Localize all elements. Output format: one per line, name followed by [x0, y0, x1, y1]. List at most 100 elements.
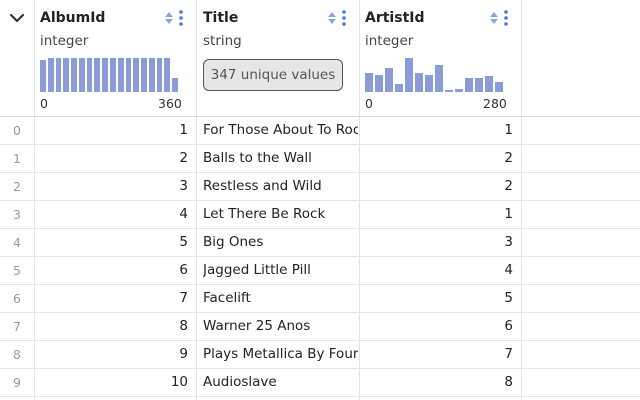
column-header-albumid[interactable]: AlbumId integer 0 360 [34, 0, 196, 116]
cell-artistid[interactable]: 7 [504, 346, 513, 362]
sort-icon[interactable] [327, 10, 337, 26]
cell-albumid[interactable]: 5 [179, 234, 188, 250]
cell-artistid[interactable]: 1 [504, 122, 513, 138]
histogram-bar [455, 88, 463, 92]
cell-artistid[interactable]: 2 [504, 150, 513, 166]
table-row[interactable]: 2 3 Restless and Wild 2 [0, 173, 640, 201]
table-row[interactable]: 5 6 Jagged Little Pill 4 [0, 257, 640, 285]
cell-albumid[interactable]: 7 [179, 290, 188, 306]
histogram-bar [94, 58, 101, 92]
row-divider [0, 312, 640, 313]
row-index: 5 [13, 263, 21, 278]
histogram-bar [78, 58, 85, 92]
row-index: 3 [13, 207, 21, 222]
column-type: string [203, 33, 242, 49]
table-row[interactable]: 0 1 For Those About To Rock We Salute Yo… [0, 117, 640, 145]
row-divider [0, 228, 640, 229]
cell-artistid[interactable]: 1 [504, 206, 513, 222]
histogram-bar [125, 58, 132, 92]
sort-icon[interactable] [164, 10, 174, 26]
kebab-menu-icon[interactable] [178, 9, 184, 27]
cell-artistid[interactable]: 8 [504, 374, 513, 390]
histogram-bar [445, 89, 453, 92]
cell-title[interactable]: Facelift [203, 290, 251, 306]
histogram-bar [156, 58, 163, 92]
row-divider [0, 396, 640, 397]
table-row[interactable]: 8 9 Plays Metallica By Four Cellos 7 [0, 341, 640, 369]
cell-albumid[interactable]: 3 [179, 178, 188, 194]
cell-title[interactable]: Warner 25 Anos [203, 318, 311, 334]
kebab-menu-icon[interactable] [341, 9, 347, 27]
cell-title[interactable]: Restless and Wild [203, 178, 322, 194]
histogram [40, 58, 180, 92]
column-name: AlbumId [40, 10, 106, 26]
column-header-title[interactable]: Title string 347 unique values [197, 0, 359, 116]
histogram-bar [102, 58, 108, 92]
cell-albumid[interactable]: 6 [179, 262, 188, 278]
table-row[interactable]: 9 10 Audioslave 8 [0, 369, 640, 397]
column-name: Title [203, 10, 239, 26]
cell-title[interactable]: Big Ones [203, 234, 264, 250]
cell-albumid[interactable]: 1 [179, 122, 188, 138]
histogram-min-label: 0 [40, 96, 48, 111]
table-row[interactable]: 7 8 Warner 25 Anos 6 [0, 313, 640, 341]
column-name: ArtistId [365, 10, 425, 26]
histogram [365, 58, 505, 92]
row-index: 4 [13, 235, 21, 250]
histogram-bar [425, 75, 433, 92]
histogram-max-label: 360 [158, 96, 182, 111]
cell-albumid[interactable]: 4 [179, 206, 188, 222]
cell-artistid[interactable]: 3 [504, 234, 513, 250]
cell-albumid[interactable]: 9 [179, 346, 188, 362]
cell-title[interactable]: For Those About To Rock We Salute You [203, 122, 358, 138]
histogram-bar [375, 75, 383, 92]
row-divider [0, 200, 640, 201]
row-index: 1 [13, 151, 21, 166]
cell-title[interactable]: Audioslave [203, 374, 277, 390]
cell-artistid[interactable]: 5 [504, 290, 513, 306]
row-index: 6 [13, 291, 21, 306]
histogram-max-label: 280 [483, 96, 507, 111]
histogram-bar [485, 75, 493, 92]
cell-albumid[interactable]: 8 [179, 318, 188, 334]
header-divider [0, 116, 640, 117]
histogram-bar [40, 59, 46, 92]
unique-values-button[interactable]: 347 unique values [203, 59, 343, 91]
table-row[interactable]: 3 4 Let There Be Rock 1 [0, 201, 640, 229]
histogram-bar [71, 58, 77, 92]
kebab-menu-icon[interactable] [503, 9, 509, 27]
row-divider [0, 256, 640, 257]
table-row[interactable]: 1 2 Balls to the Wall 2 [0, 145, 640, 173]
row-divider [0, 172, 640, 173]
histogram-min-label: 0 [365, 96, 373, 111]
histogram-bar [172, 78, 178, 92]
cell-artistid[interactable]: 2 [504, 178, 513, 194]
histogram-bar [395, 83, 403, 92]
row-divider [0, 340, 640, 341]
row-divider [0, 144, 640, 145]
chevron-down-icon [9, 13, 25, 23]
table-row[interactable]: 4 5 Big Ones 3 [0, 229, 640, 257]
histogram-bar [385, 67, 393, 92]
cell-title[interactable]: Let There Be Rock [203, 206, 326, 222]
collapse-button[interactable] [8, 10, 26, 26]
cell-title[interactable]: Balls to the Wall [203, 150, 312, 166]
histogram-bar [435, 64, 443, 92]
cell-title[interactable]: Jagged Little Pill [203, 262, 311, 278]
histogram-bar [117, 58, 124, 92]
histogram-bar [63, 58, 70, 92]
table-row[interactable]: 6 7 Facelift 5 [0, 285, 640, 313]
histogram-bar [47, 58, 54, 92]
histogram-bar [86, 58, 93, 92]
cell-artistid[interactable]: 4 [504, 262, 513, 278]
cell-artistid[interactable]: 6 [504, 318, 513, 334]
sort-icon[interactable] [489, 10, 499, 26]
cell-albumid[interactable]: 10 [170, 374, 188, 390]
cell-title[interactable]: Plays Metallica By Four Cellos [203, 346, 358, 362]
cell-albumid[interactable]: 2 [179, 150, 188, 166]
histogram-bar [365, 73, 373, 92]
row-index: 0 [13, 123, 21, 138]
row-index: 2 [13, 179, 21, 194]
column-header-artistid[interactable]: ArtistId integer 0 280 [359, 0, 521, 116]
